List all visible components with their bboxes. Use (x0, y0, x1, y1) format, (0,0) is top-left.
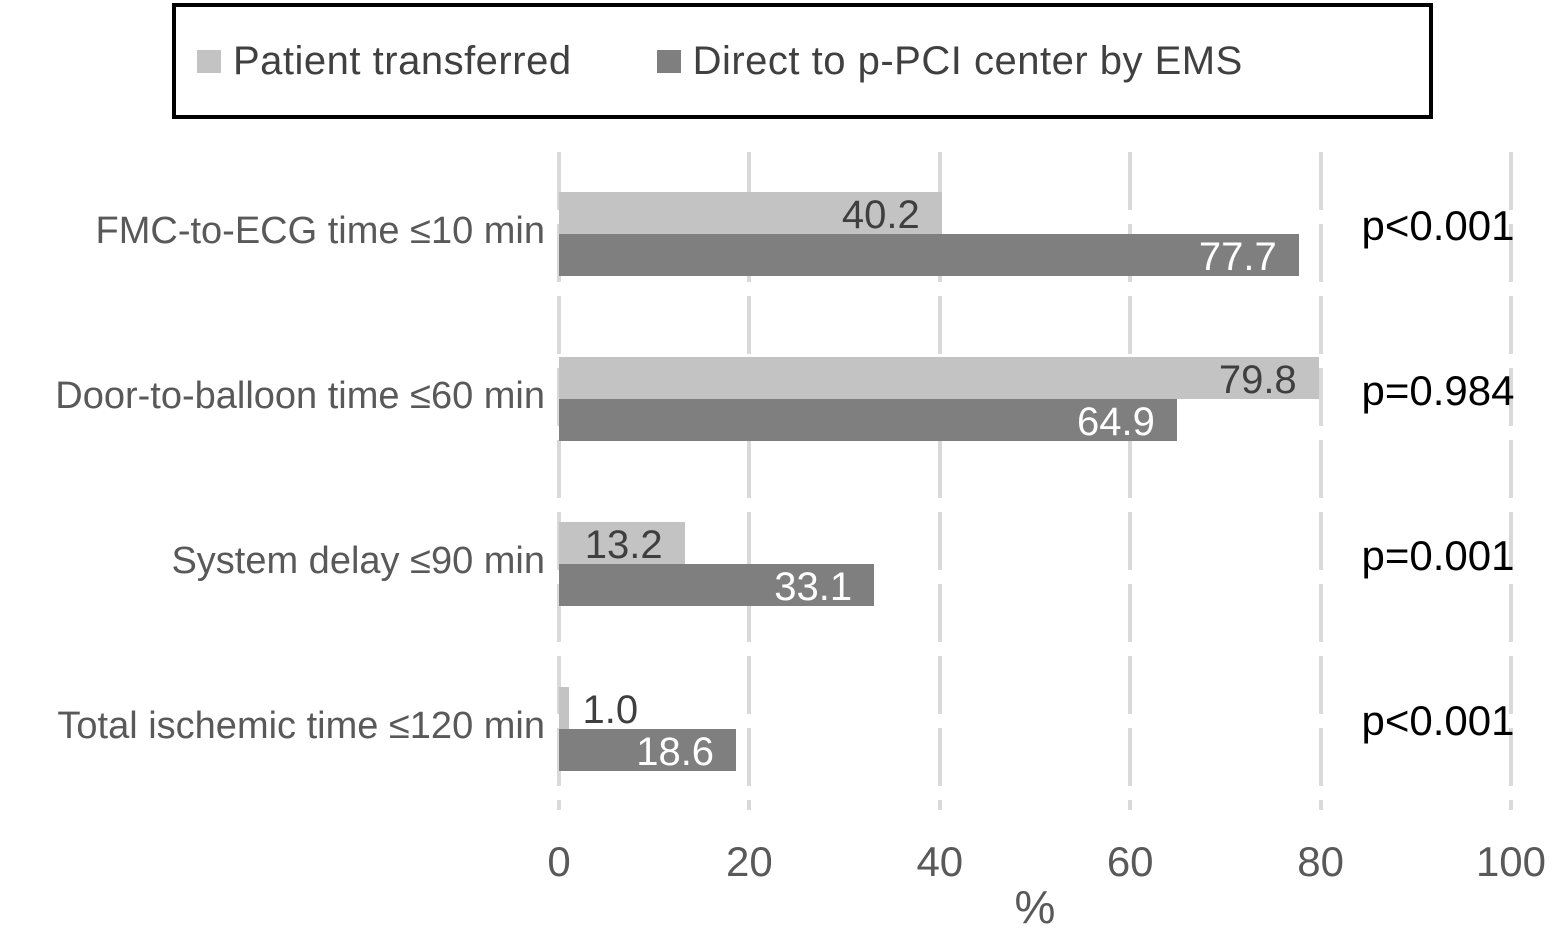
legend-swatch-dark (656, 49, 681, 73)
bar (559, 192, 942, 234)
x-tick-label: 100 (1475, 838, 1547, 885)
legend: Patient transferred Direct to p-PCI cent… (172, 3, 1433, 119)
bar (559, 564, 875, 606)
p-value-label: p<0.001 (1361, 697, 1515, 744)
bar-value-label: 18.6 (636, 730, 715, 774)
gridline (747, 152, 752, 810)
gridline (1509, 152, 1513, 810)
bar (559, 234, 1299, 276)
category-label: Total ischemic time ≤120 min (57, 705, 545, 747)
gridline (937, 152, 942, 810)
bar (559, 357, 1319, 399)
bar-value-label: 79.8 (1218, 358, 1297, 402)
legend-item-direct-ems: Direct to p-PCI center by EMS (656, 38, 1243, 84)
bar-value-label: 1.0 (582, 688, 639, 732)
bar-value-label: 13.2 (584, 523, 663, 567)
bar-value-label: 33.1 (774, 565, 853, 609)
x-tick-label: 80 (1297, 838, 1344, 885)
bar-value-label: 40.2 (841, 193, 920, 237)
category-label: FMC-to-ECG time ≤10 min (95, 210, 545, 252)
x-tick-label: 0 (547, 838, 571, 885)
category-label: System delay ≤90 min (171, 540, 545, 582)
legend-label: Patient transferred (233, 38, 572, 83)
p-value-label: p=0.984 (1361, 367, 1515, 414)
bar (559, 687, 569, 729)
bar-value-label: 77.7 (1198, 235, 1277, 279)
bar (559, 399, 1177, 441)
p-value-label: p<0.001 (1361, 202, 1515, 249)
x-tick-label: 60 (1106, 838, 1154, 885)
x-axis-title: % (1014, 881, 1056, 933)
bar-value-label: 64.9 (1076, 400, 1155, 444)
x-tick-label: 40 (916, 838, 964, 885)
bar (559, 729, 737, 771)
bar (559, 522, 685, 564)
gridline (557, 152, 561, 810)
legend-item-patient-transferred: Patient transferred (197, 39, 572, 84)
p-value-label: p=0.001 (1361, 532, 1515, 579)
gridline (1128, 152, 1133, 810)
x-tick-label: 20 (726, 838, 773, 885)
category-label: Door-to-balloon time ≤60 min (55, 375, 545, 417)
gridline (1318, 152, 1323, 810)
legend-label: Direct to p-PCI center by EMS (692, 38, 1243, 83)
legend-swatch-light (197, 49, 221, 73)
